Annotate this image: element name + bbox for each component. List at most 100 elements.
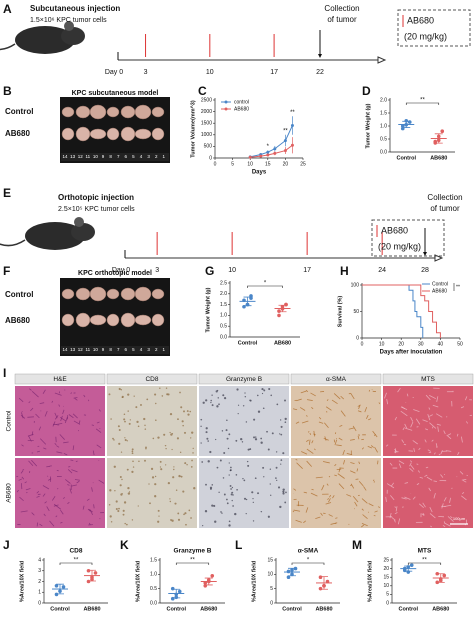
error-bar [402,120,411,128]
day-label: Day 0 [112,267,130,274]
ruler-number: 1 [163,154,166,159]
texture [58,404,61,407]
column-header [290,373,382,385]
y-tick-label: 0 [270,600,273,606]
texture [74,398,78,401]
y-tick-label: 100 [351,282,360,288]
significance: ** [283,128,288,134]
texture [306,460,312,467]
texture [200,442,202,444]
texture [31,512,35,516]
texture [67,502,70,504]
texture [140,403,142,406]
texture [348,392,351,395]
texture [433,480,437,482]
texture [244,396,247,398]
texture [24,481,27,484]
texture [146,398,149,401]
texture [309,432,312,435]
texture [159,387,161,389]
y-tick-label: 1.0 [220,313,227,319]
ruler [61,346,169,354]
texture [110,418,112,420]
texture [44,501,47,504]
texture [137,425,140,428]
texture [389,512,392,519]
error-bar [172,588,181,599]
tumor [75,312,91,328]
texture [228,433,231,436]
texture [223,396,227,400]
texture [228,462,230,464]
texture [425,428,429,431]
texture [218,491,220,494]
significance-bracket [407,562,442,565]
texture [159,466,162,468]
texture [160,468,163,471]
point [440,129,445,133]
texture [325,406,332,411]
x-tick-label: 10 [379,341,385,347]
micrograph [15,458,105,528]
texture [384,392,387,399]
point [54,584,59,588]
tumor [89,314,107,326]
texture [321,484,325,491]
texture [86,498,90,501]
texture [305,507,309,513]
timeline-arrow [377,56,387,64]
texture [167,393,170,396]
texture [390,482,395,487]
texture [73,397,78,399]
ruler-number: 14 [62,154,68,159]
texture [131,519,134,521]
texture [276,479,278,481]
texture [437,426,439,432]
texture [36,491,40,494]
texture [169,498,171,500]
texture [96,444,102,449]
texture [303,491,307,494]
texture [164,444,167,447]
texture [403,443,407,446]
mouse-body [15,26,75,54]
texture [260,437,263,440]
texture [16,475,19,478]
legend-label: AB680 [432,288,447,294]
texture [295,519,302,523]
point [400,124,405,128]
texture [280,459,283,462]
texture [83,394,86,398]
texture [169,500,172,503]
texture [187,413,190,416]
y-tick-label: 2 [38,579,41,585]
texture [227,447,230,450]
collection-label: Collection [324,4,359,13]
texture [190,466,193,468]
texture [327,498,329,501]
texture [91,487,93,492]
texture [25,488,31,491]
texture [461,436,463,443]
x-axis-title: Days [252,170,267,176]
texture [292,408,298,411]
point [93,571,98,575]
texture [213,504,216,508]
texture [284,417,287,421]
survival-curve [362,284,424,338]
texture [409,467,414,472]
texture [262,466,265,469]
texture [177,518,181,521]
micrograph [383,458,473,528]
y-axis-title: %Area/10X field [135,561,141,602]
texture [323,438,329,441]
texture [357,435,360,440]
texture [336,444,342,447]
texture [57,488,59,490]
texture [149,502,151,505]
texture [311,488,314,491]
texture [183,513,185,516]
texture [91,424,95,426]
ruler-number: 1 [163,347,166,352]
texture [226,502,229,505]
